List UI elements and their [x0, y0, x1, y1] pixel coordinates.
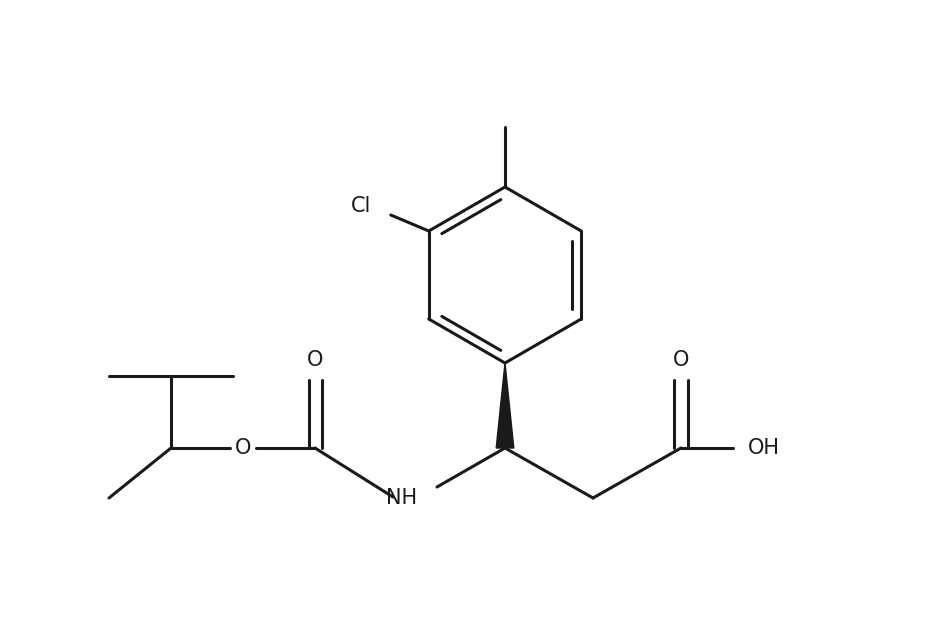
Text: Cl: Cl — [351, 196, 371, 216]
Text: O: O — [307, 350, 324, 370]
Text: OH: OH — [748, 438, 780, 458]
Polygon shape — [497, 363, 513, 448]
Text: O: O — [234, 438, 251, 458]
Text: O: O — [672, 350, 689, 370]
Text: NH: NH — [386, 488, 417, 508]
